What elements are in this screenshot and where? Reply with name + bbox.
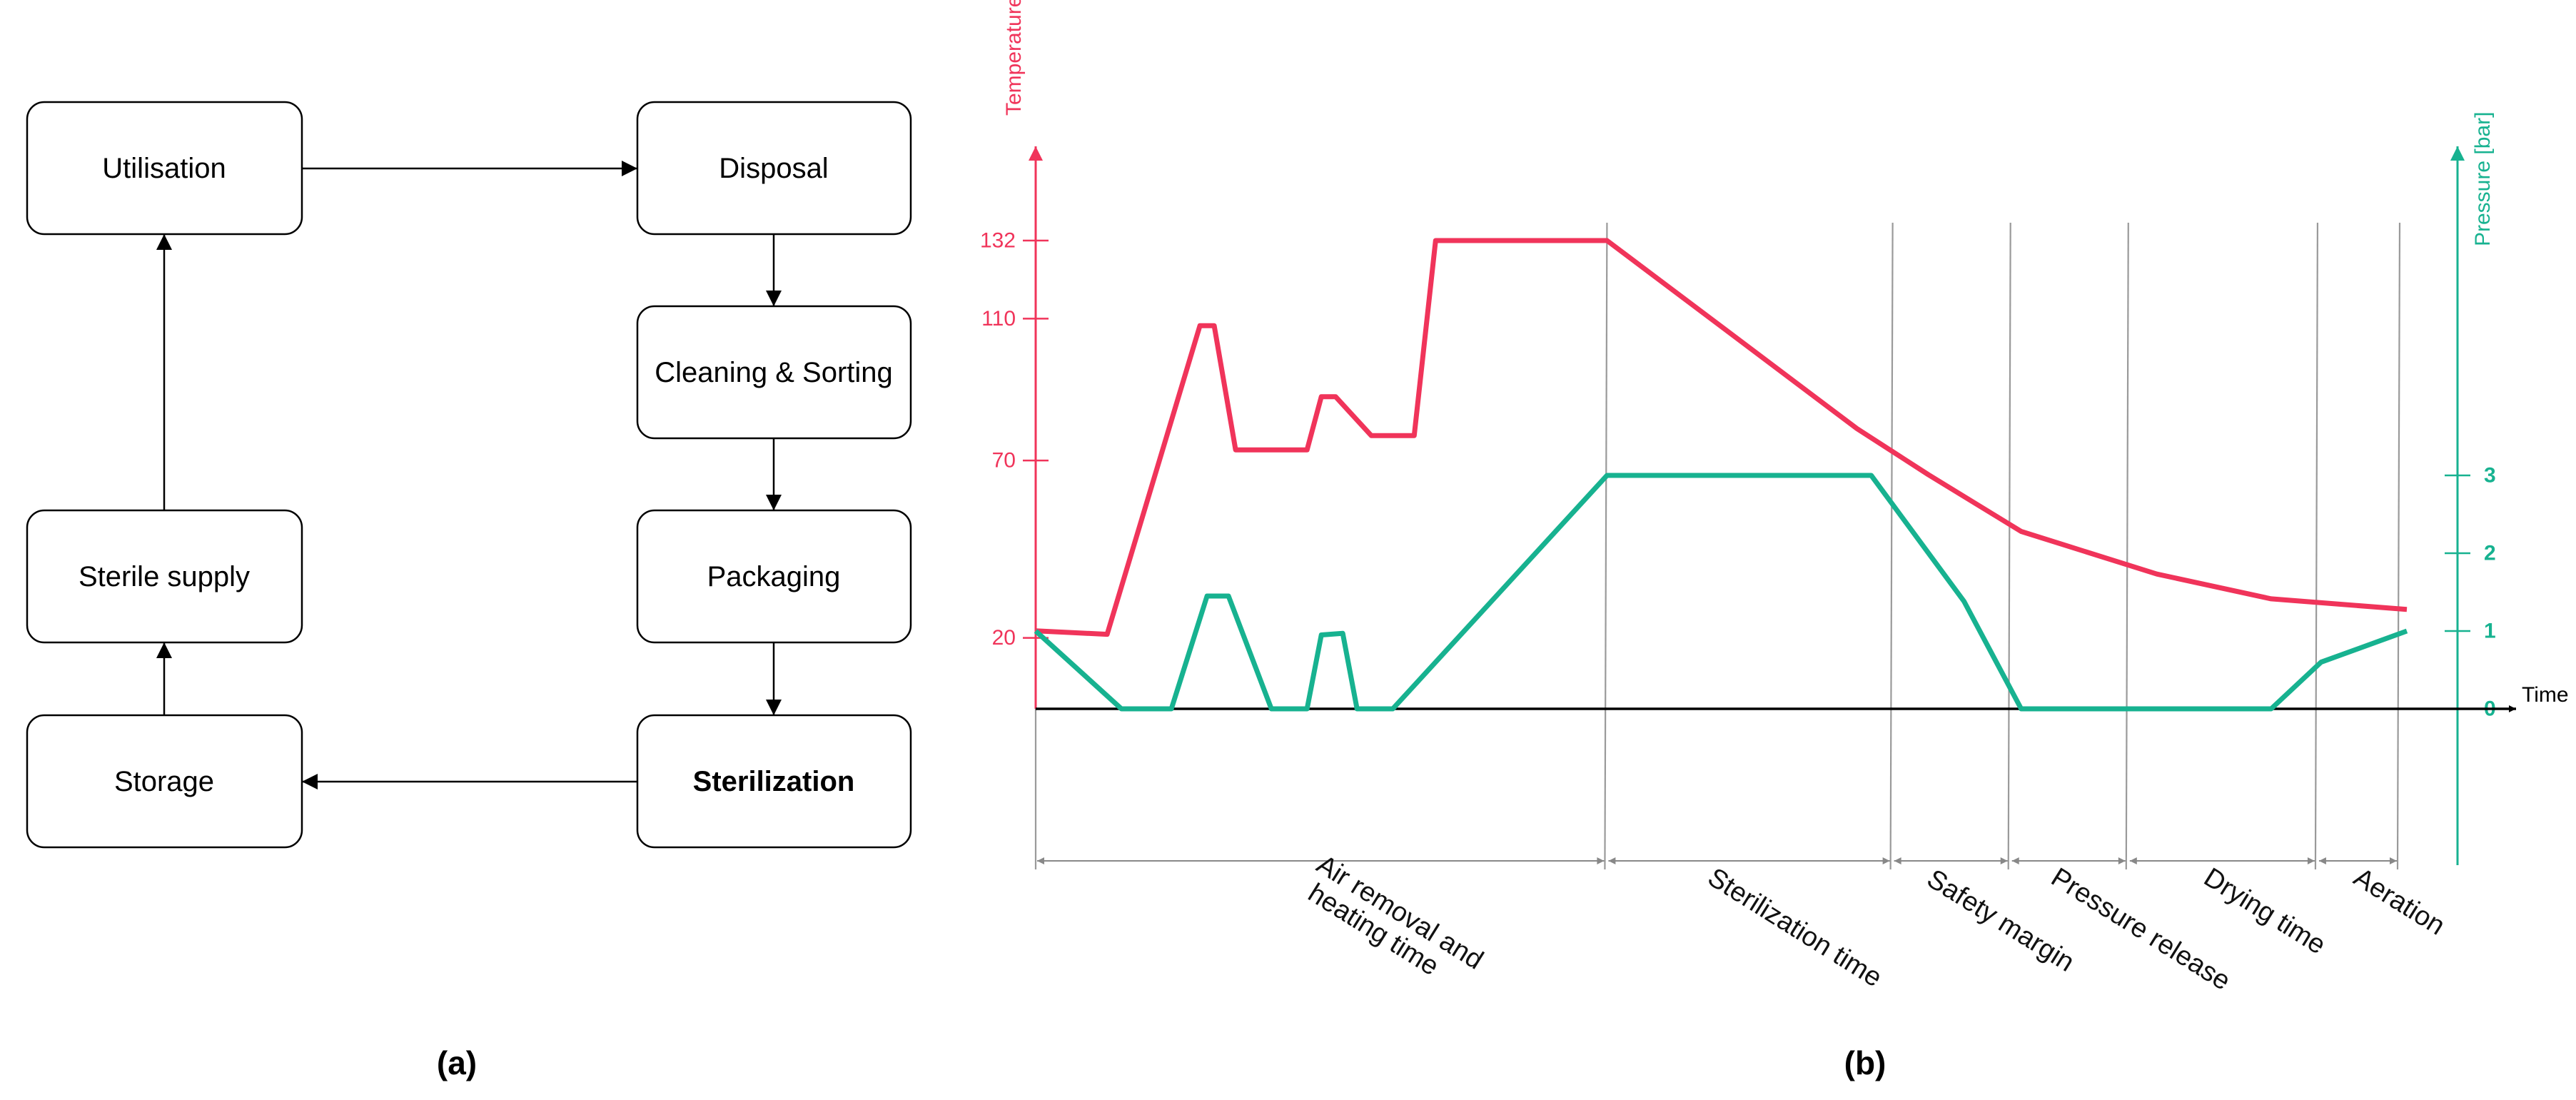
temperature-axis-label: Temperature [ºC] — [1002, 0, 1026, 116]
node-disposal-label: Disposal — [719, 153, 828, 184]
phase-label-drying-time: Drying time — [2198, 862, 2330, 960]
node-cleaning-label: Cleaning & Sorting — [655, 357, 893, 388]
temperature-series-line — [1035, 238, 2408, 637]
phase-separator-line — [2007, 222, 2011, 870]
phase-separator-line — [2125, 222, 2129, 870]
node-sterile-supply-label: Sterile supply — [79, 561, 250, 592]
temperature-tick-label: 70 — [992, 449, 1016, 473]
node-cleaning-sorting: Cleaning & Sorting — [636, 305, 912, 440]
pressure-series-line — [1034, 473, 2408, 712]
time-axis-label: Time — [2522, 683, 2569, 707]
node-utilisation-label: Utilisation — [102, 153, 226, 184]
node-storage: Storage — [26, 714, 303, 849]
temperature-tick-label: 110 — [981, 307, 1016, 330]
node-sterilization: Sterilization — [636, 714, 912, 849]
node-sterilization-label: Sterilization — [693, 766, 855, 797]
phase-separator-line — [1889, 222, 1894, 870]
temperature-ticks: 20 70 110 132 — [980, 229, 1049, 650]
phase-separator-line — [1604, 222, 1608, 870]
node-packaging: Packaging — [636, 509, 912, 644]
flowchart: Utilisation Disposal Cleaning & Sorting … — [26, 101, 912, 1081]
node-packaging-label: Packaging — [707, 561, 841, 592]
pressure-tick-label: 3 — [2484, 464, 2496, 488]
phase-separator-line — [2396, 222, 2401, 870]
temperature-tick-label: 20 — [992, 626, 1016, 650]
temperature-tick-label: 132 — [980, 229, 1016, 253]
phase-label-sterilization-time: Sterilization time — [1702, 862, 1887, 993]
node-sterile-supply: Sterile supply — [26, 509, 303, 644]
phase-separator-line — [2314, 222, 2319, 870]
pressure-tick-label: 2 — [2484, 542, 2496, 565]
phase-separators — [1034, 222, 2401, 870]
panel-label-a: (a) — [437, 1044, 477, 1081]
node-storage-label: Storage — [114, 766, 214, 797]
node-utilisation: Utilisation — [26, 101, 303, 236]
panel-label-b: (b) — [1844, 1044, 1886, 1081]
node-disposal: Disposal — [636, 101, 912, 236]
pressure-axis-label: Pressure [bar] — [2471, 112, 2495, 246]
phase-label-aeration: Aeration — [2348, 862, 2450, 942]
pressure-tick-label: 1 — [2484, 620, 2496, 643]
